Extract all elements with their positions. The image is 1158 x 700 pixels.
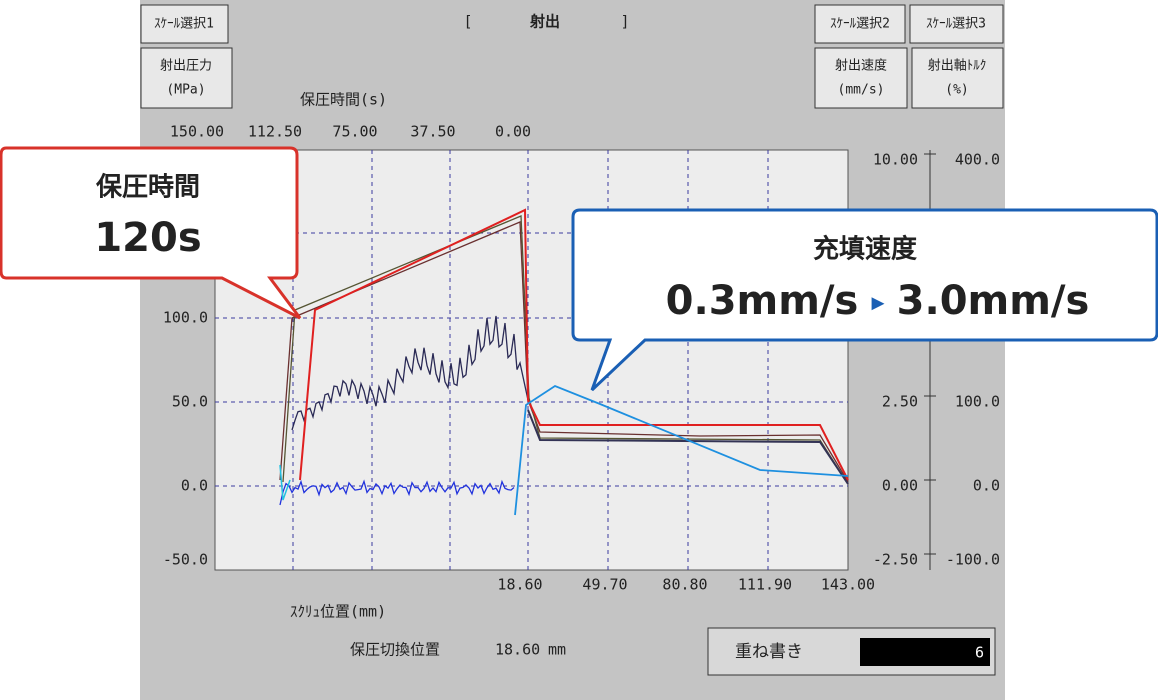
left-tick-label: 0.0 bbox=[181, 477, 208, 495]
callout-title: 充填速度 bbox=[813, 234, 917, 265]
switch-value: 18.60 bbox=[495, 641, 540, 659]
top-tick-label: 150.00 bbox=[170, 123, 224, 141]
callout-arrow: ▸ bbox=[871, 288, 884, 318]
axis-name: 射出速度 bbox=[835, 58, 887, 74]
bottom-tick-label: 18.60 bbox=[497, 576, 542, 594]
button-label: ｽｹｰﾙ選択1 bbox=[154, 17, 214, 32]
left-tick-label: -50.0 bbox=[163, 551, 208, 569]
screen-title: 射出 bbox=[529, 13, 560, 31]
button-label: ｽｹｰﾙ選択2 bbox=[830, 17, 890, 32]
callout-value: 120s bbox=[94, 215, 201, 261]
fill-callout: 充填速度 0.3mm/s ▸ 3.0mm/s bbox=[571, 208, 1158, 392]
right-axis-2-button[interactable]: 射出軸ﾄﾙｸ (%) bbox=[911, 47, 1004, 109]
right-axis-1-button[interactable]: 射出速度 (mm/s) bbox=[814, 47, 908, 109]
top-tick-label: 112.50 bbox=[248, 123, 302, 141]
overlay-value: 6 bbox=[975, 644, 984, 662]
scale-button-1[interactable]: ｽｹｰﾙ選択1 bbox=[140, 4, 229, 44]
bottom-tick-label: 49.70 bbox=[582, 576, 627, 594]
top-tick-label: 37.50 bbox=[410, 123, 455, 141]
axis-unit: (mm/s) bbox=[838, 83, 885, 98]
hold-callout: 保圧時間 120s bbox=[0, 146, 302, 320]
axis-unit: (%) bbox=[945, 83, 968, 98]
left-tick-label: 50.0 bbox=[172, 393, 208, 411]
top-tick-label: 75.00 bbox=[332, 123, 377, 141]
callout-from: 0.3mm/s bbox=[666, 278, 859, 324]
axis-name: 射出圧力 bbox=[160, 58, 212, 74]
right-1-tick-label: -2.50 bbox=[873, 551, 918, 569]
overlay-field[interactable] bbox=[860, 638, 990, 666]
right-2-tick-label: 400.0 bbox=[955, 151, 1000, 169]
switch-unit: mm bbox=[548, 641, 566, 659]
overlay-label: 重ね書き bbox=[735, 642, 803, 662]
left-tick-label: 100.0 bbox=[163, 309, 208, 327]
callout-to: 3.0mm/s bbox=[897, 278, 1090, 324]
button-label: ｽｹｰﾙ選択3 bbox=[926, 17, 986, 32]
left-axis-button[interactable]: 射出圧力 (MPa) bbox=[140, 47, 233, 109]
right-1-tick-label: 10.00 bbox=[873, 151, 918, 169]
right-1-tick-label: 0.00 bbox=[882, 477, 918, 495]
top-axis-label: 保圧時間(s) bbox=[300, 91, 387, 109]
right-2-tick-label: 0.0 bbox=[973, 477, 1000, 495]
right-1-tick-label: 2.50 bbox=[882, 393, 918, 411]
right-2-tick-label: 100.0 bbox=[955, 393, 1000, 411]
axis-unit: (MPa) bbox=[166, 83, 205, 98]
scale-button-2[interactable]: ｽｹｰﾙ選択2 bbox=[814, 4, 906, 44]
bottom-tick-label: 143.00 bbox=[821, 576, 875, 594]
bottom-tick-label: 111.90 bbox=[738, 576, 792, 594]
title-bracket: [ bbox=[463, 13, 472, 31]
title-bracket: ] bbox=[620, 13, 629, 31]
right-2-tick-label: -100.0 bbox=[946, 551, 1000, 569]
tick-labels: 100.0 50.0 0.0 -50.0 10.00 2.50 0.00 -2.50 400.0… bbox=[163, 123, 1000, 594]
bottom-axis-label: ｽｸﾘｭ位置(mm) bbox=[290, 603, 386, 621]
bottom-tick-label: 80.80 bbox=[662, 576, 707, 594]
scale-button-3[interactable]: ｽｹｰﾙ選択3 bbox=[909, 4, 1004, 44]
callout-title: 保圧時間 bbox=[95, 173, 200, 203]
axis-name: 射出軸ﾄﾙｸ bbox=[928, 58, 987, 74]
top-tick-label: 0.00 bbox=[495, 123, 531, 141]
switch-label: 保圧切換位置 bbox=[350, 641, 440, 659]
